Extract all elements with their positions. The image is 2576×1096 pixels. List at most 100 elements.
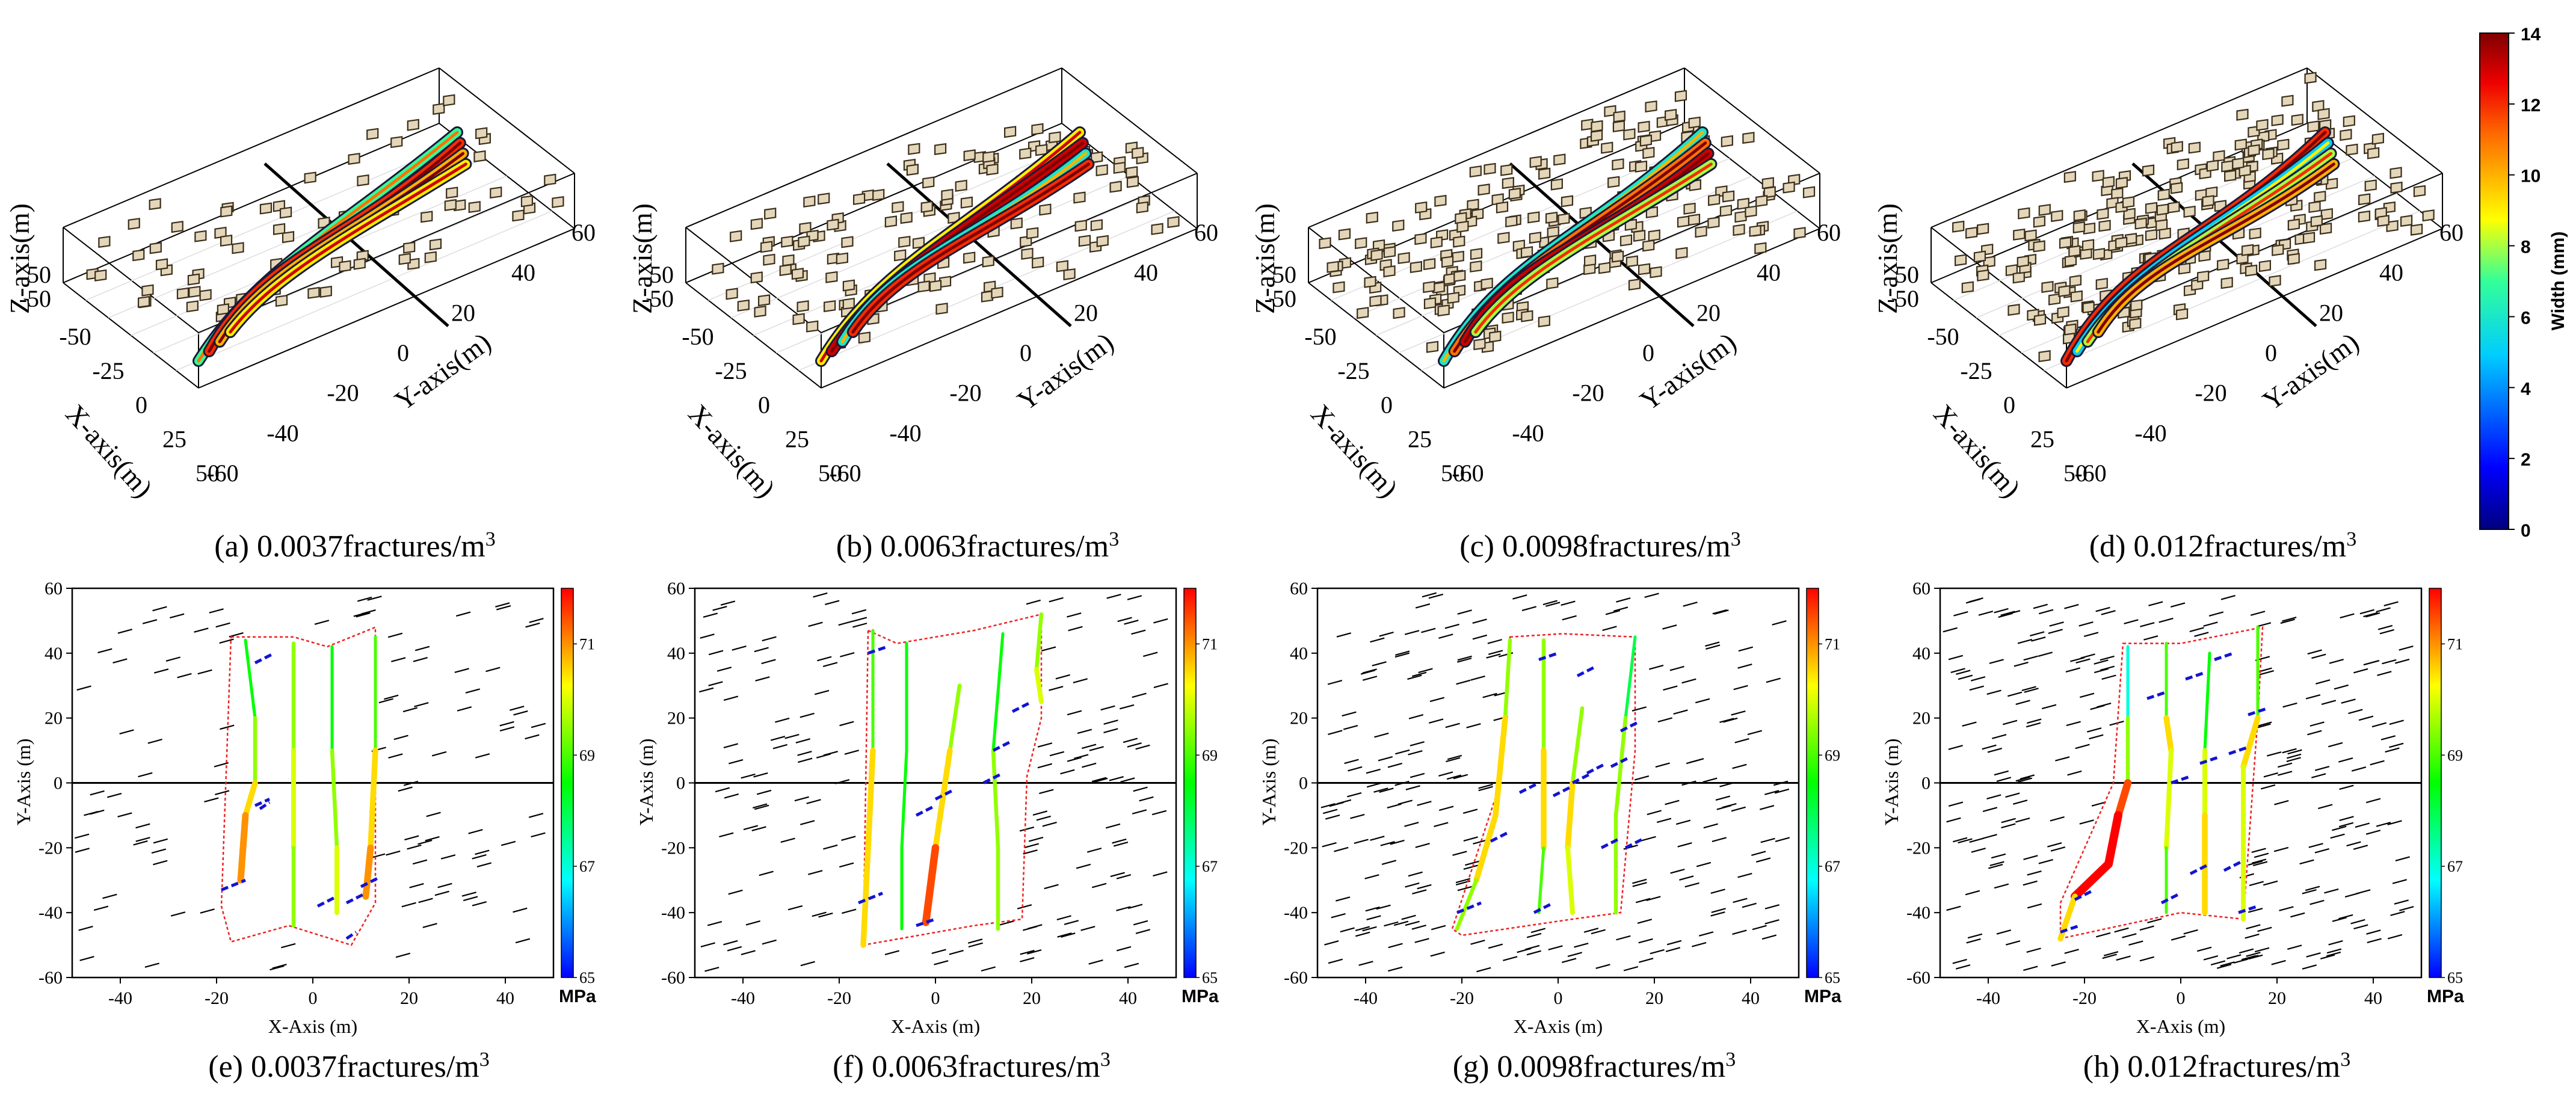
natural-fracture-marker bbox=[842, 279, 855, 292]
x-tick-label: 40 bbox=[496, 988, 514, 1008]
natural-fracture bbox=[1417, 884, 1432, 890]
natural-fracture-marker bbox=[712, 262, 724, 275]
y-tick-label: -20 bbox=[327, 380, 359, 407]
natural-fracture bbox=[1093, 777, 1108, 783]
natural-fracture-marker bbox=[155, 258, 168, 271]
natural-fracture bbox=[1948, 745, 1963, 750]
y-tick-label: 40 bbox=[511, 259, 535, 286]
natural-fracture-marker bbox=[1628, 278, 1641, 291]
natural-fracture bbox=[1472, 634, 1488, 640]
natural-fracture bbox=[2376, 822, 2391, 827]
natural-fracture bbox=[2341, 698, 2356, 704]
natural-fracture-marker bbox=[353, 257, 366, 270]
natural-fracture bbox=[170, 911, 186, 917]
natural-fracture bbox=[454, 668, 469, 673]
natural-fracture-marker bbox=[750, 271, 763, 284]
natural-fracture bbox=[2100, 655, 2115, 661]
natural-fracture-marker bbox=[2070, 290, 2083, 303]
natural-fracture bbox=[2089, 734, 2104, 740]
natural-fracture bbox=[1487, 639, 1502, 644]
natural-fracture-marker bbox=[1004, 126, 1017, 138]
wellbore-line bbox=[1509, 162, 1695, 327]
natural-fracture bbox=[2171, 935, 2186, 941]
natural-fracture-marker bbox=[2314, 259, 2327, 271]
natural-fracture bbox=[1681, 780, 1696, 786]
activated-fracture bbox=[1619, 719, 1641, 733]
natural-fracture bbox=[1719, 782, 1734, 787]
natural-fracture-marker bbox=[900, 212, 913, 224]
natural-fracture bbox=[2139, 925, 2154, 931]
natural-fracture bbox=[1478, 783, 1493, 789]
natural-fracture bbox=[1387, 762, 1403, 768]
natural-fracture bbox=[2308, 843, 2323, 848]
natural-fracture-marker bbox=[797, 300, 809, 313]
box-edge bbox=[439, 67, 575, 174]
natural-fracture bbox=[2050, 846, 2066, 852]
natural-fracture bbox=[839, 862, 854, 868]
natural-fracture-marker bbox=[1583, 254, 1597, 267]
natural-fracture-marker bbox=[825, 271, 838, 283]
stress-colorbar-tick-label: 69 bbox=[579, 747, 595, 764]
natural-fracture-marker bbox=[908, 143, 920, 155]
natural-fracture-marker bbox=[1538, 167, 1551, 180]
x-tick-label: 40 bbox=[1742, 988, 1760, 1008]
natural-fracture-marker bbox=[1423, 297, 1437, 310]
activated-fracture bbox=[1624, 836, 1646, 849]
natural-fracture bbox=[2328, 940, 2343, 946]
natural-fracture bbox=[2330, 833, 2345, 839]
natural-fracture bbox=[808, 870, 823, 875]
natural-fracture bbox=[2286, 757, 2301, 762]
natural-fracture bbox=[1438, 771, 1453, 777]
hydraulic-fracture-segment bbox=[1613, 716, 1628, 817]
stress-colorbar-tick-label: 71 bbox=[1825, 635, 1840, 653]
natural-fracture bbox=[1470, 940, 1485, 945]
natural-fracture bbox=[1486, 653, 1501, 659]
natural-fracture bbox=[1989, 659, 2004, 664]
natural-fracture bbox=[2095, 606, 2110, 612]
natural-fracture bbox=[1457, 657, 1472, 663]
natural-fracture bbox=[852, 617, 867, 623]
y-tick-label: -40 bbox=[661, 903, 685, 923]
natural-fracture-marker bbox=[1553, 153, 1566, 166]
natural-fracture bbox=[1372, 661, 1387, 667]
natural-fracture-marker bbox=[858, 331, 870, 344]
natural-fracture-marker bbox=[2377, 215, 2390, 227]
natural-fracture bbox=[743, 825, 759, 831]
natural-fracture bbox=[2309, 721, 2325, 727]
panel-3d-c: -60-40-200204060-50-250255050-50Z-axis(m… bbox=[1249, 67, 1841, 564]
natural-fracture bbox=[2305, 885, 2320, 891]
natural-fracture-marker bbox=[1707, 217, 1720, 229]
natural-fracture-marker bbox=[737, 299, 750, 312]
natural-fracture-marker bbox=[275, 295, 288, 307]
natural-fracture bbox=[472, 901, 487, 907]
natural-fracture bbox=[2299, 859, 2314, 865]
natural-fracture bbox=[1379, 787, 1394, 793]
natural-fracture-marker bbox=[2038, 350, 2051, 363]
natural-fracture bbox=[840, 652, 855, 657]
natural-fracture-marker bbox=[836, 252, 848, 265]
natural-fracture-marker bbox=[1039, 203, 1052, 216]
natural-fracture bbox=[1731, 806, 1746, 812]
natural-fracture bbox=[1655, 762, 1670, 768]
natural-fracture bbox=[2351, 766, 2367, 772]
natural-fracture bbox=[1673, 709, 1688, 715]
natural-fracture bbox=[2344, 892, 2360, 898]
y-tick-label: -40 bbox=[267, 419, 298, 446]
natural-fracture bbox=[2026, 722, 2041, 728]
natural-fracture-marker bbox=[754, 305, 766, 318]
natural-fracture bbox=[1024, 843, 1040, 849]
natural-fracture bbox=[1412, 889, 1427, 894]
natural-fracture bbox=[2399, 645, 2414, 651]
natural-fracture bbox=[476, 862, 491, 867]
natural-fracture bbox=[1738, 646, 1753, 652]
natural-fracture-marker bbox=[348, 153, 360, 165]
natural-fracture-marker bbox=[2256, 119, 2269, 131]
natural-fracture bbox=[1116, 906, 1131, 911]
natural-fracture-marker bbox=[1369, 295, 1382, 307]
natural-fracture bbox=[1774, 788, 1790, 794]
natural-fracture-marker bbox=[273, 223, 286, 235]
natural-fracture-marker bbox=[906, 164, 919, 176]
x-tick-label: 0 bbox=[2177, 988, 2186, 1008]
natural-fracture bbox=[728, 889, 743, 895]
natural-fracture bbox=[1100, 705, 1115, 711]
